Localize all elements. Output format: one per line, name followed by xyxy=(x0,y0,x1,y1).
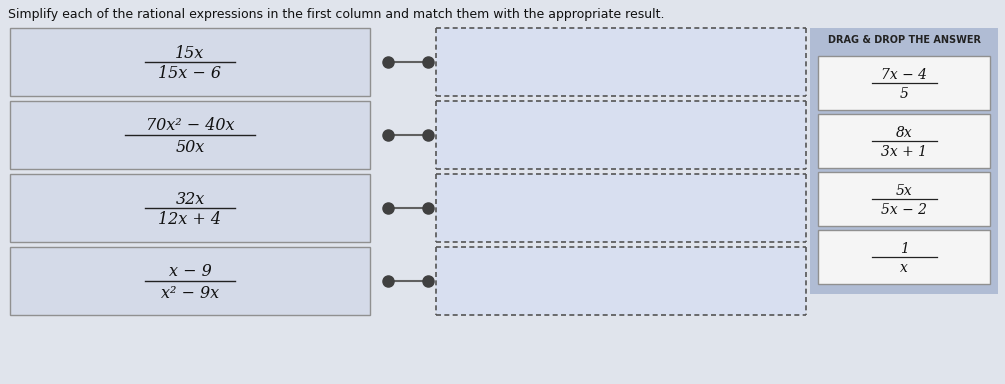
Bar xyxy=(436,101,806,169)
Bar xyxy=(818,114,990,168)
Text: 5: 5 xyxy=(899,87,909,101)
Bar xyxy=(810,28,998,294)
Text: DRAG & DROP THE ANSWER: DRAG & DROP THE ANSWER xyxy=(827,35,981,45)
Text: 7x − 4: 7x − 4 xyxy=(881,68,927,82)
Bar xyxy=(436,28,806,96)
Text: 1: 1 xyxy=(899,242,909,256)
Text: 3x + 1: 3x + 1 xyxy=(881,145,927,159)
Text: x² − 9x: x² − 9x xyxy=(161,285,219,301)
Bar xyxy=(436,247,806,315)
Bar xyxy=(436,174,806,242)
Text: 12x + 4: 12x + 4 xyxy=(159,212,221,228)
Bar xyxy=(818,56,990,110)
Bar xyxy=(10,101,370,169)
Text: 8x: 8x xyxy=(895,126,913,140)
Text: 15x − 6: 15x − 6 xyxy=(159,66,221,83)
Text: 5x − 2: 5x − 2 xyxy=(881,203,927,217)
Bar xyxy=(818,172,990,226)
Text: 5x: 5x xyxy=(895,184,913,198)
Bar xyxy=(10,174,370,242)
Bar xyxy=(818,230,990,284)
Text: 50x: 50x xyxy=(176,139,205,156)
Text: 32x: 32x xyxy=(176,190,205,207)
Text: x − 9: x − 9 xyxy=(169,263,211,280)
Text: x: x xyxy=(900,261,908,275)
Bar xyxy=(10,247,370,315)
Text: Simplify each of the rational expressions in the first column and match them wit: Simplify each of the rational expression… xyxy=(8,8,664,21)
Text: 15x: 15x xyxy=(176,45,205,61)
Text: 70x² − 40x: 70x² − 40x xyxy=(146,118,234,134)
Bar xyxy=(10,28,370,96)
